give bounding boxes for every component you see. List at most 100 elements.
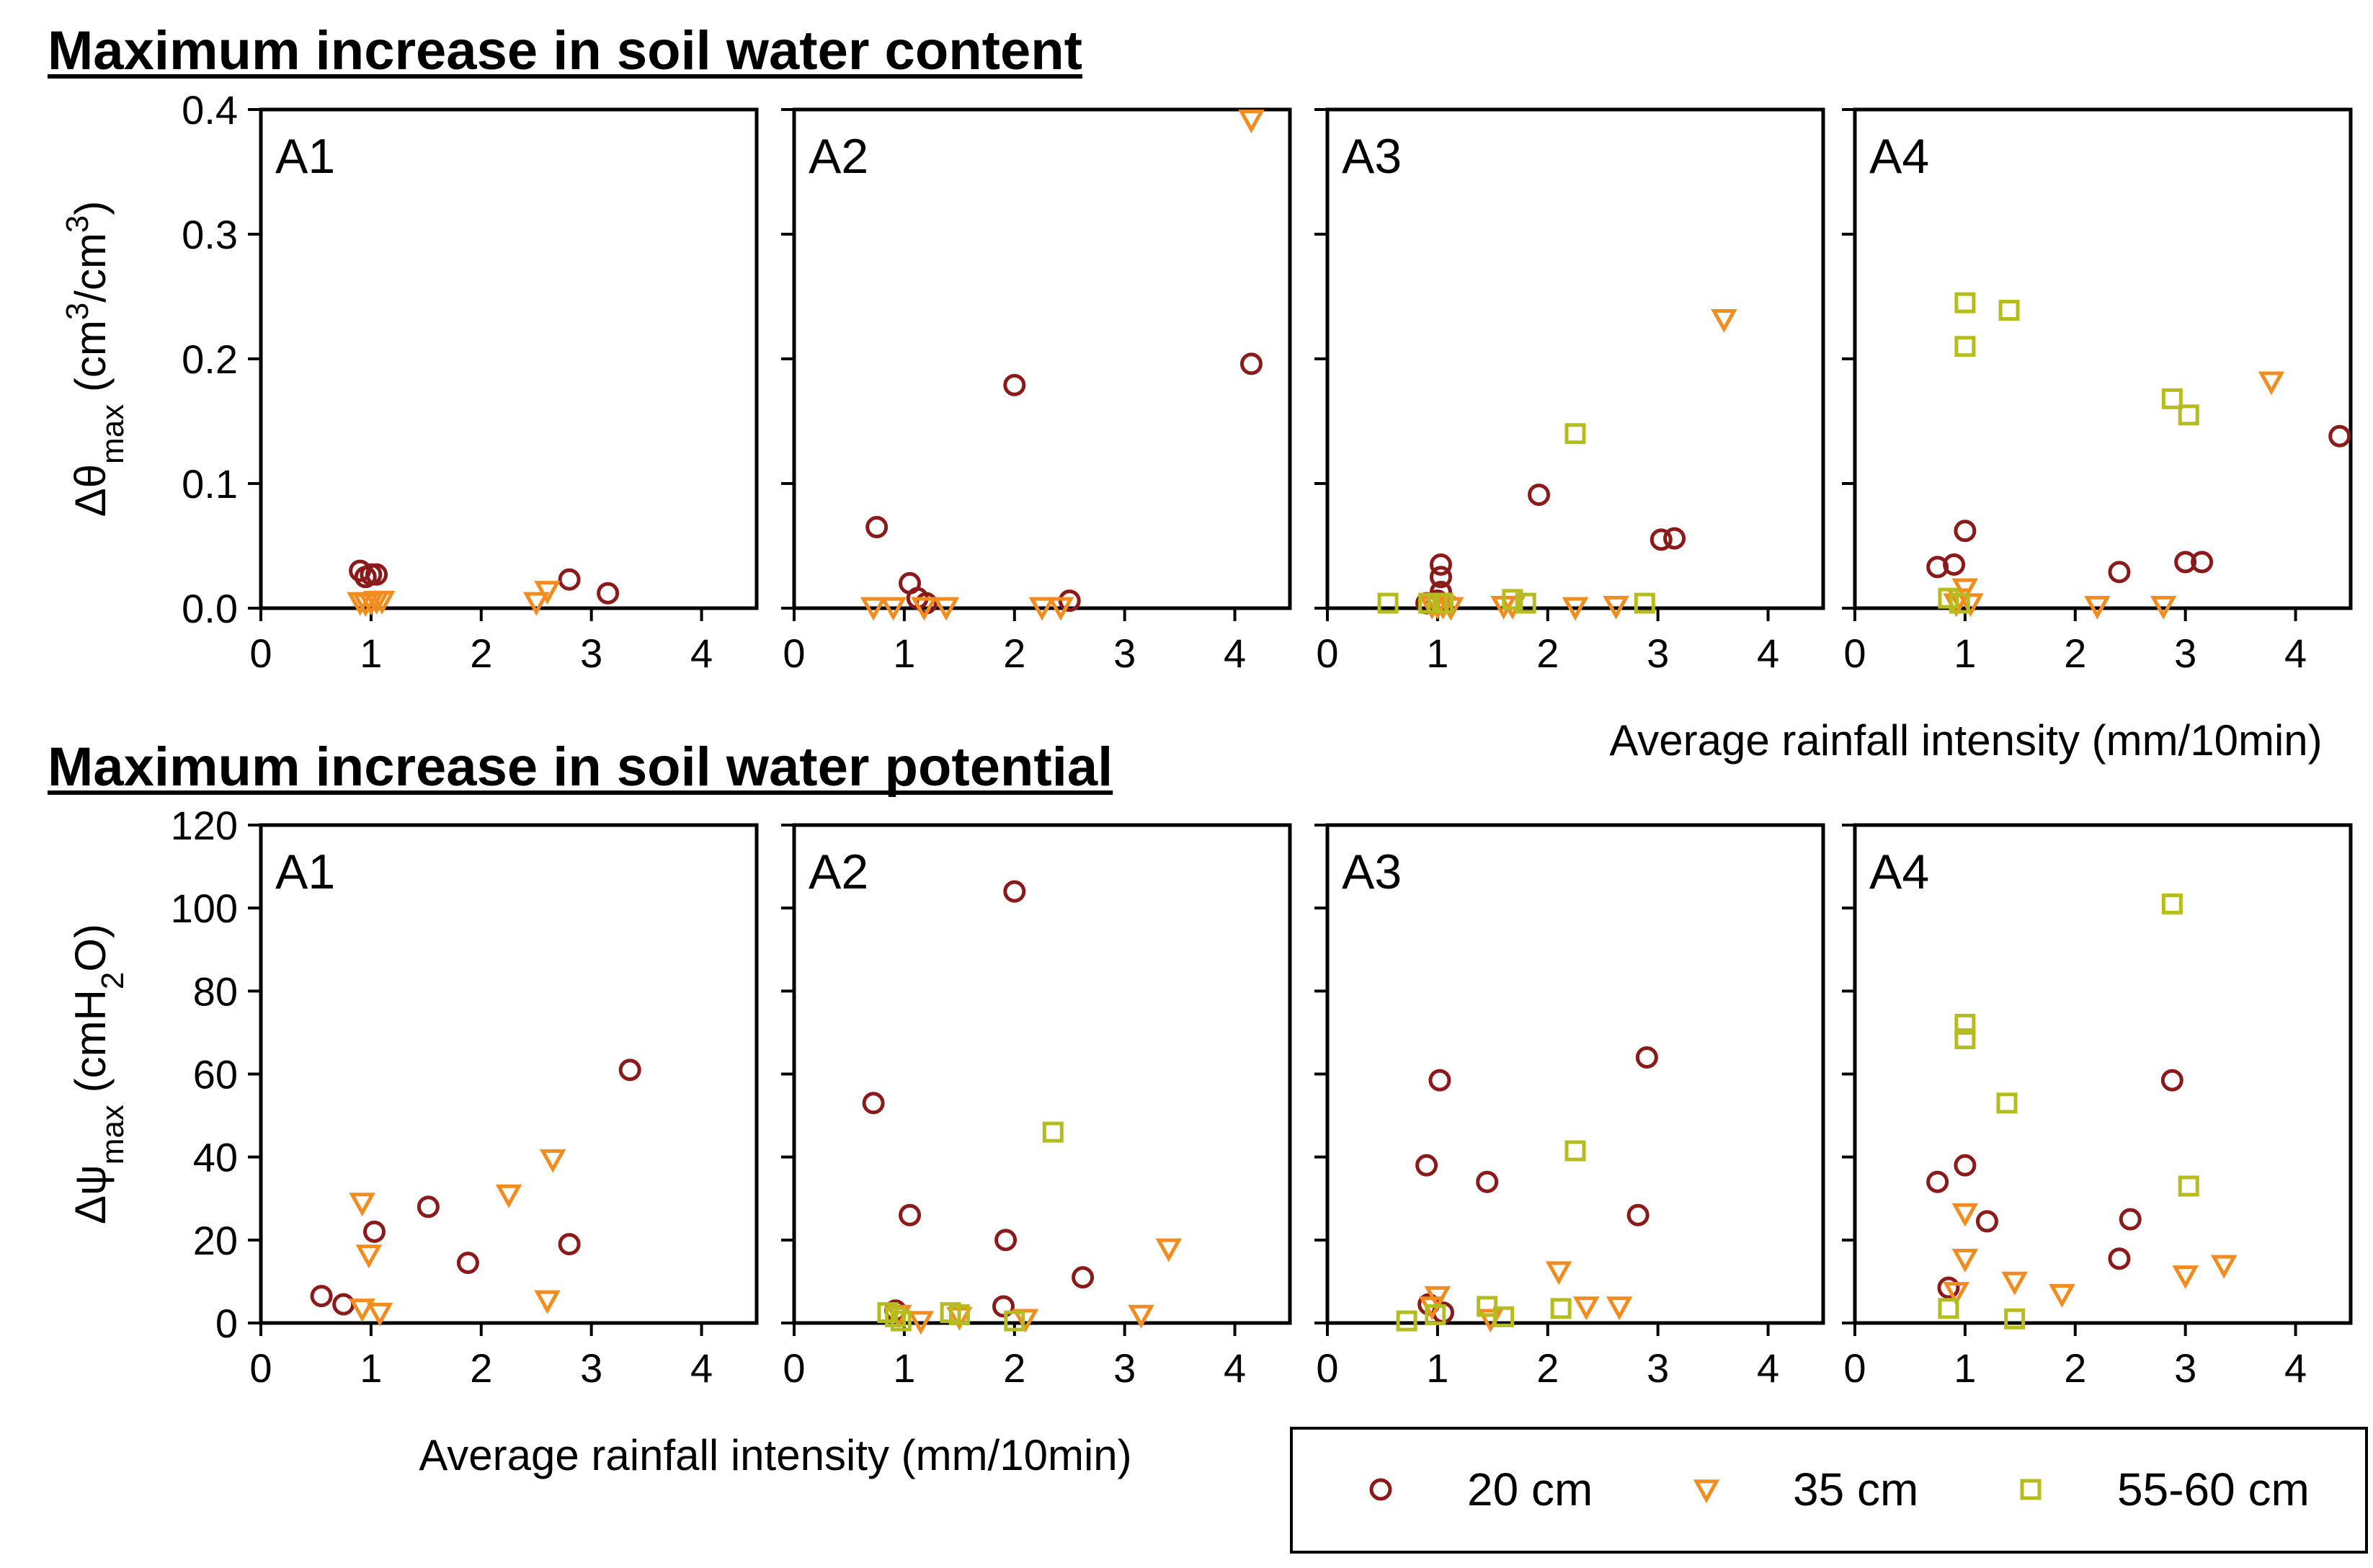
- x-tick-label: 4: [1224, 631, 1246, 676]
- panel-label: A2: [809, 129, 868, 184]
- y-tick-label: 20: [193, 1218, 238, 1263]
- panel-frame: [1325, 823, 1825, 1325]
- x-tick-label: 4: [2284, 1345, 2307, 1391]
- data-point: [1634, 592, 1655, 614]
- data-point: [1012, 1309, 1039, 1333]
- data-point: [2160, 1069, 2183, 1092]
- panel-frame: [1853, 823, 2353, 1325]
- data-point: [1028, 597, 1056, 621]
- section-title: Maximum increase in soil water potential: [48, 736, 1113, 798]
- x-tick-label: 1: [1954, 631, 1976, 676]
- x-tick-label: 4: [2284, 631, 2307, 676]
- y-tick-label: 0: [215, 1301, 238, 1346]
- data-point: [2178, 404, 2199, 426]
- series-20 cm: [1926, 424, 2351, 584]
- legend-item-55-60 cm: 55-60 cm: [2020, 1464, 2310, 1515]
- data-point: [1943, 1282, 1969, 1306]
- data-point: [618, 1059, 641, 1082]
- data-point: [558, 568, 581, 591]
- y-tick-label: 0.4: [182, 87, 238, 133]
- data-point: [1042, 1121, 1064, 1143]
- data-point: [860, 597, 887, 621]
- data-point: [1957, 593, 1984, 618]
- data-point: [865, 516, 889, 539]
- x-tick-label: 1: [1426, 1345, 1448, 1391]
- legend-label: 35 cm: [1793, 1464, 1918, 1515]
- data-point: [1493, 1306, 1515, 1327]
- data-point: [1926, 556, 1949, 579]
- x-tick-label: 1: [893, 631, 915, 676]
- data-point: [495, 1184, 522, 1208]
- data-point: [534, 581, 561, 605]
- data-point: [885, 1306, 907, 1327]
- panel-A1: A1 0 1 2 3 4 0.0 0.1 0.2 0.3 0.4: [182, 87, 759, 676]
- data-point: [1425, 1304, 1446, 1325]
- y-tick-label: 0.2: [182, 337, 238, 382]
- series-35 cm: [1943, 1203, 2238, 1308]
- series-35 cm: [1943, 371, 2285, 620]
- data-point: [1938, 1298, 1959, 1319]
- x-tick-label: 1: [360, 1345, 382, 1391]
- legend-label: 55-60 cm: [2117, 1464, 2310, 1515]
- series-55-60 cm: [1938, 893, 2199, 1329]
- data-point: [1502, 589, 1523, 610]
- data-point: [1072, 1266, 1095, 1289]
- x-tick-label: 4: [690, 631, 713, 676]
- y-tick-label: 80: [193, 968, 238, 1014]
- legend-item-20 cm: 20 cm: [1369, 1464, 1593, 1515]
- series-55-60 cm: [1938, 292, 2199, 614]
- data-point: [1550, 1298, 1572, 1319]
- x-tick-label: 1: [893, 1345, 915, 1391]
- data-point: [1954, 1028, 1976, 1050]
- series-55-60 cm: [1396, 1140, 1586, 1332]
- legend: 20 cm 35 cm 55-60 cm: [1290, 1427, 2368, 1554]
- series-35 cm: [1418, 1261, 1633, 1333]
- legend-frame: [1290, 1427, 2368, 1554]
- data-point: [1954, 1154, 1977, 1177]
- panel-A4: A4 0 1 2 3 4: [1842, 107, 2353, 676]
- data-point: [890, 1310, 912, 1332]
- x-axis-title: Average rainfall intensity (mm/10min): [419, 1431, 1131, 1479]
- x-tick-label: 3: [1113, 1345, 1136, 1391]
- data-point: [1649, 528, 1673, 551]
- data-point: [558, 1233, 581, 1256]
- data-point: [1238, 110, 1265, 133]
- series-55-60 cm: [877, 1121, 1064, 1332]
- x-tick-label: 1: [1426, 631, 1448, 676]
- panel-label: A3: [1342, 845, 1402, 899]
- panel-A3: A3 0 1 2 3 4: [1314, 823, 1825, 1391]
- data-point: [994, 1229, 1018, 1252]
- data-point: [1424, 1286, 1451, 1310]
- data-point: [2178, 1175, 2199, 1197]
- data-point: [880, 597, 907, 621]
- y-axis-title: Δψmax (cmH2O): [66, 924, 130, 1224]
- data-point: [1954, 292, 1976, 313]
- series-35 cm: [885, 1238, 1183, 1335]
- data-point: [1429, 553, 1452, 576]
- data-point: [1951, 1203, 1979, 1227]
- data-point: [1528, 484, 1551, 507]
- data-point: [368, 590, 396, 615]
- data-point: [2161, 893, 2183, 914]
- legend-marker: [2020, 1479, 2042, 1500]
- data-point: [2172, 1265, 2199, 1289]
- x-tick-label: 3: [580, 1345, 602, 1391]
- x-tick-label: 0: [1316, 1345, 1338, 1391]
- panel-A4: A4 0 1 2 3 4: [1842, 823, 2353, 1391]
- x-tick-label: 1: [1954, 1345, 1976, 1391]
- data-point: [2119, 1208, 2142, 1231]
- data-point: [2258, 371, 2285, 396]
- data-point: [1998, 300, 2020, 321]
- data-point: [1937, 1276, 1960, 1299]
- data-point: [2174, 551, 2197, 574]
- data-point: [862, 1092, 885, 1115]
- data-point: [1626, 1203, 1649, 1226]
- data-point: [1954, 520, 1977, 543]
- data-point: [2191, 551, 2214, 574]
- data-point: [2150, 595, 2177, 620]
- x-tick-label: 0: [249, 1345, 272, 1391]
- x-tick-label: 4: [1757, 631, 1779, 676]
- data-point: [456, 1252, 479, 1275]
